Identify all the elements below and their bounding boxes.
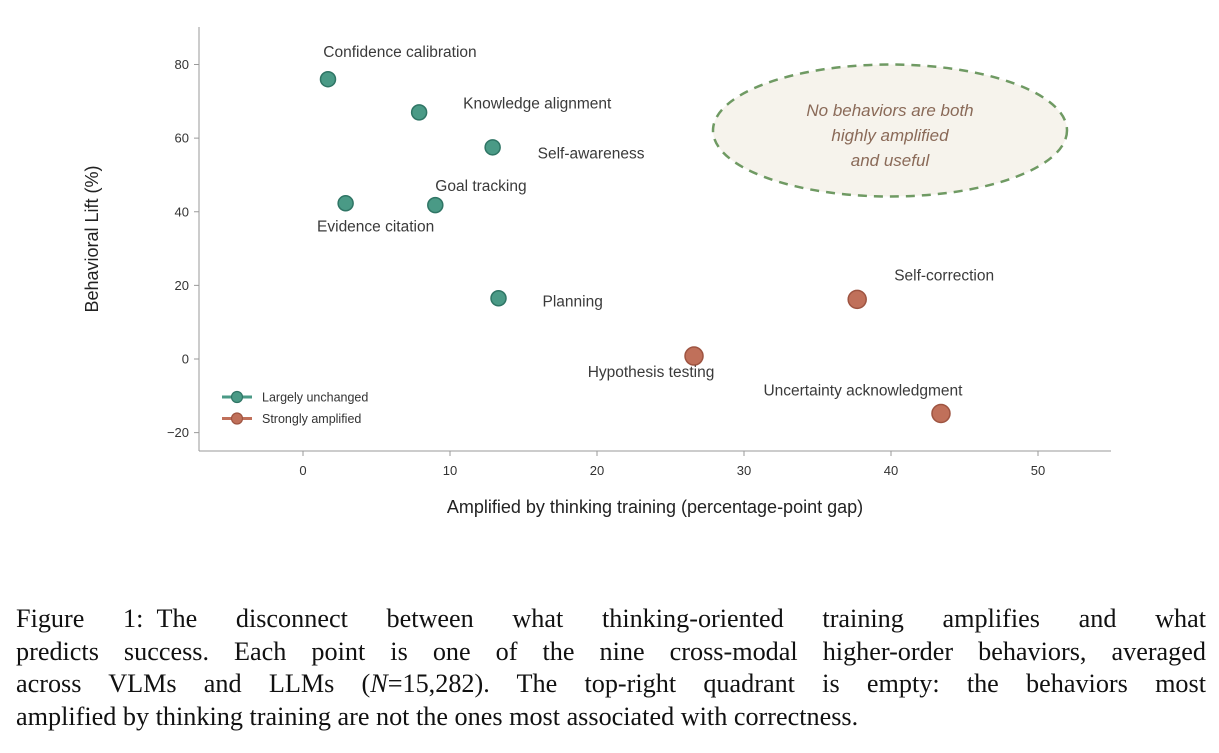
data-point-marker	[490, 290, 507, 307]
data-point-marker	[337, 195, 354, 212]
data-point-label: Self-correction	[894, 267, 994, 284]
y-tick-label: 60	[175, 131, 189, 146]
data-point-marker	[847, 289, 867, 310]
x-tick-label: 20	[590, 463, 604, 478]
callout-text-line: highly amplified	[831, 126, 949, 145]
data-point-label: Self-awareness	[538, 145, 645, 162]
x-axis-title: Amplified by thinking training (percenta…	[447, 497, 863, 517]
data-point-marker	[484, 139, 501, 156]
callout-text-line: No behaviors are both	[806, 101, 973, 120]
y-axis-title: Behavioral Lift (%)	[82, 165, 102, 312]
legend-label: Strongly amplified	[262, 412, 361, 426]
legend: Largely unchanged Strongly amplified	[222, 390, 368, 426]
quadrant-callout: No behaviors are both highly amplified and…	[711, 63, 1069, 198]
caption-line-2: predicts success. Each point is one of t…	[16, 636, 1206, 666]
y-tick-label: 80	[175, 57, 189, 72]
data-point-label: Confidence calibration	[323, 44, 476, 61]
data-point-marker	[319, 70, 337, 88]
y-tick-label: 0	[182, 352, 189, 367]
caption-line-4: amplified by thinking training are not t…	[16, 701, 859, 731]
data-point-marker	[684, 346, 704, 366]
caption-n-symbol: N	[370, 669, 388, 698]
caption-line-1: Figure 1: The disconnect between what th…	[16, 604, 1206, 633]
axes: 0 10 20 30 40 50 −20 0 20 40 60 80	[167, 27, 1111, 478]
data-point-marker	[427, 196, 444, 214]
y-tick-label: −20	[167, 425, 189, 440]
data-point-marker	[931, 403, 951, 424]
figure-caption: Figure 1: The disconnect between what th…	[16, 603, 1206, 733]
data-point-marker	[410, 104, 428, 121]
data-points: Confidence calibration Knowledge alignmen…	[317, 44, 994, 424]
data-point-label: Planning	[543, 293, 603, 310]
x-tick-label: 40	[884, 463, 898, 478]
y-tick-label: 40	[175, 204, 189, 219]
legend-swatch-marker	[230, 412, 244, 425]
callout-ellipse	[711, 63, 1069, 198]
caption-line-3-pre: across VLMs and LLMs (	[16, 669, 371, 698]
legend-label: Largely unchanged	[262, 391, 368, 405]
y-tick-label: 20	[175, 278, 189, 293]
legend-swatch-marker	[230, 390, 244, 404]
data-point-label: Hypothesis testing	[588, 364, 715, 381]
data-point-label: Uncertainty acknowledgment	[763, 382, 963, 399]
behavior-scatter-chart: 0 10 20 30 40 50 −20 0 20 40 60 80 No behaviors are…	[82, 27, 1111, 517]
caption-line-3: across VLMs and LLMs (N=15,282). The top…	[16, 668, 1206, 701]
x-tick-label: 50	[1031, 463, 1045, 478]
caption-line-3-post: =15,282). The top-right quadrant is empt…	[387, 669, 1206, 698]
data-point-label: Evidence citation	[317, 218, 434, 235]
x-tick-label: 10	[443, 463, 457, 478]
data-point-label: Knowledge alignment	[463, 95, 612, 112]
x-tick-label: 0	[299, 463, 306, 478]
data-point-label: Goal tracking	[435, 178, 526, 195]
x-tick-label: 30	[737, 463, 751, 478]
callout-text-line: and useful	[851, 151, 931, 170]
